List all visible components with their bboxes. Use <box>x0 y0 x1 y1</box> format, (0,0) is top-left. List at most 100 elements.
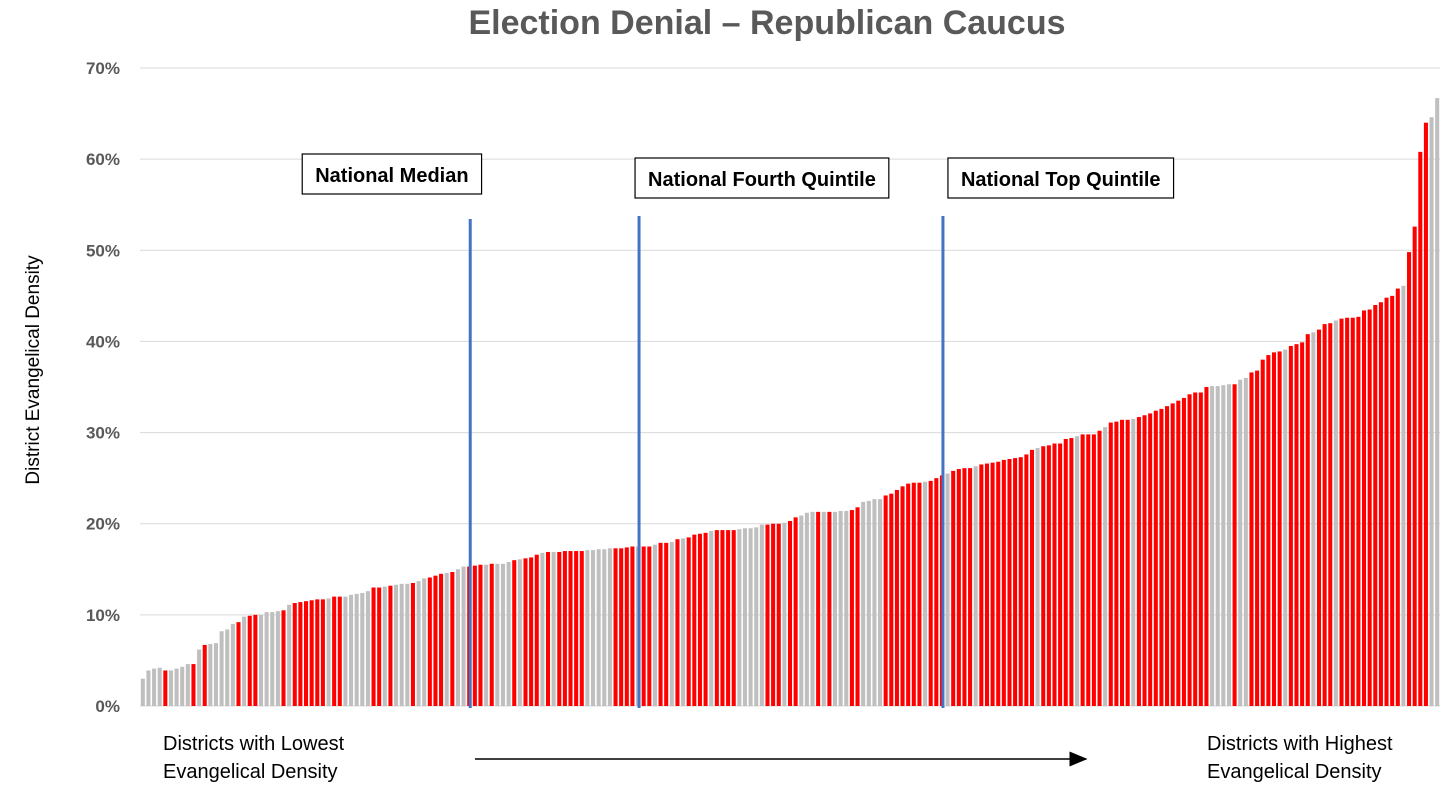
bar <box>512 560 517 706</box>
bar <box>726 530 731 706</box>
y-tick-label: 0% <box>95 697 120 716</box>
bar <box>1153 410 1158 706</box>
bar <box>1136 417 1141 706</box>
bar <box>787 520 793 706</box>
bar <box>1193 392 1198 706</box>
bar <box>878 499 883 706</box>
annotation-label: National Top Quintile <box>961 169 1161 191</box>
bar <box>360 592 365 706</box>
bar <box>422 578 427 706</box>
bar <box>1103 427 1108 706</box>
bar <box>484 564 489 706</box>
bar <box>1226 384 1231 706</box>
y-tick-label: 10% <box>86 606 120 625</box>
bars <box>140 98 1440 707</box>
bar <box>478 564 483 706</box>
bar <box>1159 408 1164 706</box>
bar <box>1052 443 1057 706</box>
bar <box>337 596 342 706</box>
bar <box>1429 117 1434 706</box>
bar <box>799 515 804 706</box>
bar <box>174 668 179 706</box>
bar <box>1283 349 1288 706</box>
bar <box>309 600 314 706</box>
bar <box>844 510 849 706</box>
y-tick-label: 20% <box>86 515 120 534</box>
bar <box>1401 285 1406 706</box>
bar <box>529 557 534 706</box>
bar <box>506 561 511 706</box>
bar <box>545 551 551 706</box>
bar <box>1114 421 1119 706</box>
bar <box>180 666 185 706</box>
bar <box>906 483 911 706</box>
bar <box>247 615 252 706</box>
y-tick-label: 30% <box>86 424 120 443</box>
bar <box>1362 310 1367 706</box>
bar <box>1277 351 1282 706</box>
bar <box>1390 295 1395 706</box>
annotation-label-box: National Fourth Quintile <box>634 157 890 199</box>
bar <box>664 542 669 706</box>
bar <box>1018 457 1023 706</box>
bar <box>568 551 573 706</box>
bar <box>1322 324 1327 706</box>
bar <box>1080 434 1085 706</box>
bar <box>140 678 145 706</box>
bar <box>213 643 218 706</box>
bar <box>1384 297 1389 706</box>
bar <box>709 531 714 706</box>
bar <box>984 463 989 706</box>
bar <box>1407 252 1412 706</box>
annotation-label-box: National Top Quintile <box>947 157 1175 199</box>
bar <box>1041 446 1046 706</box>
bar <box>1198 392 1203 706</box>
bar <box>495 563 500 706</box>
bar <box>1350 317 1355 706</box>
y-axis-label: District Evangelical Density <box>23 255 44 485</box>
bar <box>1249 372 1254 706</box>
bar <box>450 572 455 706</box>
footer-left-line1: Districts with Lowest <box>163 733 345 755</box>
bar <box>900 486 905 706</box>
bar <box>742 528 748 706</box>
bar <box>956 469 961 706</box>
bar <box>889 493 894 706</box>
bar <box>737 529 742 706</box>
bar <box>697 533 702 706</box>
bar <box>1058 443 1063 706</box>
bar <box>1294 344 1299 706</box>
bar <box>1001 459 1006 706</box>
y-tick-label: 50% <box>86 241 120 260</box>
bar <box>1373 304 1378 706</box>
bar <box>883 495 888 706</box>
bar <box>489 563 494 706</box>
bar <box>1125 419 1130 706</box>
bar <box>1435 98 1440 706</box>
bar <box>523 558 528 706</box>
bar <box>157 667 162 706</box>
bar <box>917 482 922 706</box>
bar <box>591 550 596 706</box>
bar <box>1074 436 1080 706</box>
bar <box>275 611 280 706</box>
bar <box>861 501 866 706</box>
bar <box>242 616 247 706</box>
bar <box>253 614 258 706</box>
bar <box>1418 151 1423 706</box>
bar <box>945 473 950 706</box>
bar <box>1305 334 1310 706</box>
bar <box>365 591 370 706</box>
bar <box>979 464 984 706</box>
bar <box>771 523 776 706</box>
bar <box>455 569 460 706</box>
bar <box>894 489 899 706</box>
bar <box>827 511 832 706</box>
bar <box>1412 226 1417 707</box>
bar <box>377 587 382 706</box>
bar <box>1215 386 1220 706</box>
bar <box>990 462 995 706</box>
bar <box>152 668 157 706</box>
bar <box>287 604 292 706</box>
